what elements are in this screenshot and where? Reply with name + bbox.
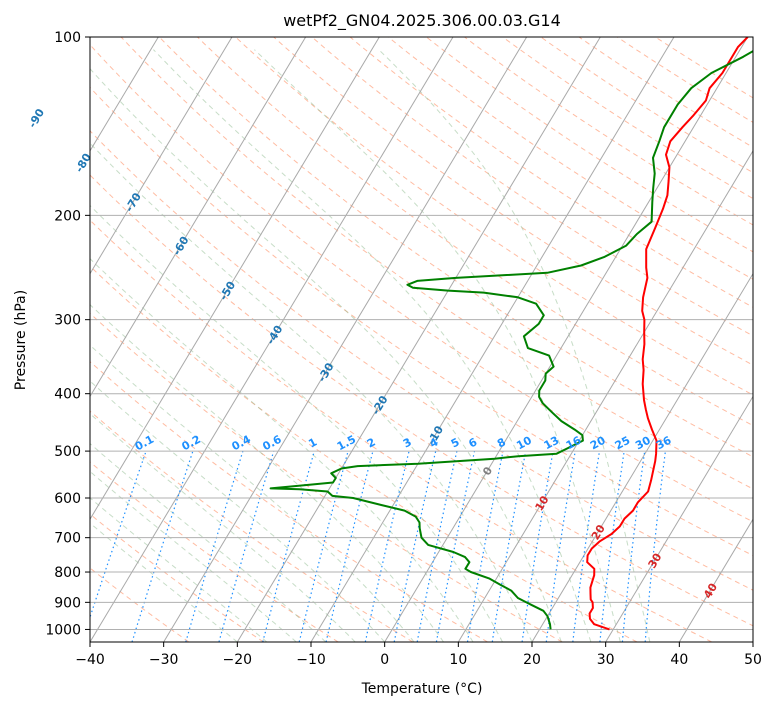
- moist-adiabat: [90, 497, 268, 642]
- mixing-ratio-line: [545, 451, 576, 642]
- plot-frame: [89, 36, 754, 643]
- y-tick-label: 400: [54, 387, 81, 403]
- mixing-ratio-line: [572, 451, 601, 642]
- mixing-ratio-line: [435, 450, 476, 642]
- x-tick-label: 40: [670, 652, 688, 668]
- mixing-ratio-line: [218, 450, 275, 642]
- mixing-ratio-label: 13: [542, 434, 562, 453]
- mixing-ratio-line: [131, 450, 194, 642]
- mixing-ratio-line: [521, 450, 554, 642]
- x-tick-label: −40: [75, 652, 105, 668]
- x-tick-label: 0: [380, 652, 389, 668]
- moist-adiabat: [90, 413, 356, 642]
- isotherm-line: [457, 149, 753, 642]
- chart-title: wetPf2_GN04.2025.306.00.03.G14: [283, 11, 561, 31]
- dry-adiabat: [90, 44, 753, 523]
- y-tick-label: 900: [54, 595, 81, 611]
- mixing-ratio-label: 30: [633, 434, 653, 453]
- moist-adiabat: [90, 68, 562, 642]
- mixing-ratio-line: [599, 451, 625, 642]
- mixing-ratio-line: [621, 451, 646, 642]
- dry-adiabat: [90, 312, 563, 642]
- x-tick-label: −30: [149, 652, 179, 668]
- mixing-ratio-label: 20: [588, 434, 608, 453]
- moist-adiabat: [90, 304, 444, 642]
- dry-adiabat: [90, 86, 753, 557]
- mixing-ratio-label: 36: [654, 433, 674, 452]
- moist-adiabat: [90, 380, 386, 642]
- isotherm-line: [90, 37, 159, 152]
- y-tick-label: 100: [54, 30, 81, 46]
- x-tick-label: −10: [296, 652, 326, 668]
- dry-adiabat: [387, 37, 753, 280]
- y-tick-label: 1000: [45, 622, 81, 638]
- dry-adiabat: [540, 37, 753, 174]
- x-tick-label: 20: [523, 652, 541, 668]
- dry-adiabat: [235, 37, 753, 396]
- background-lines: [90, 37, 753, 642]
- mixing-ratio-line: [416, 450, 458, 642]
- mixing-ratio-line: [644, 451, 666, 642]
- y-tick-label: 500: [54, 444, 81, 460]
- isotherm-line: [90, 37, 380, 521]
- moist-adiabat: [378, 49, 651, 642]
- temperature-profile: [586, 37, 749, 631]
- mixing-ratio-label: 10: [514, 434, 534, 453]
- dry-adiabat: [273, 37, 753, 366]
- dry-adiabat: [349, 37, 753, 308]
- dry-adiabat: [158, 37, 753, 458]
- isotherm-line: [605, 395, 753, 642]
- dry-adiabat: [197, 37, 753, 427]
- y-tick-label: 300: [54, 313, 81, 329]
- x-tick-label: 50: [744, 652, 762, 668]
- isotherm-line: [531, 272, 753, 642]
- dry-adiabat: [502, 37, 753, 200]
- isotherm-line: [90, 37, 233, 275]
- mixing-ratio-label: 16: [564, 433, 584, 452]
- x-tick-label: −20: [223, 652, 253, 668]
- x-tick-label: 10: [449, 652, 467, 668]
- dry-adiabat: [90, 513, 264, 642]
- moist-adiabat: [90, 522, 238, 642]
- y-tick-label: 800: [54, 565, 81, 581]
- mixing-ratio-line: [491, 450, 527, 642]
- x-axis-title: Temperature (°C): [361, 681, 483, 697]
- moist-adiabat: [90, 204, 503, 642]
- y-tick-label: 700: [54, 531, 81, 547]
- mixing-ratio-line: [90, 450, 147, 619]
- moist-adiabat: [90, 344, 415, 642]
- x-tick-label: 30: [597, 652, 615, 668]
- y-tick-label: 200: [54, 208, 81, 224]
- isotherm-line: [163, 37, 528, 642]
- mixing-ratio-label: 25: [613, 434, 633, 453]
- isotherm-line: [678, 518, 753, 642]
- dry-adiabat: [426, 37, 753, 253]
- isotherm-line: [310, 37, 675, 642]
- y-tick-label: 600: [54, 491, 81, 507]
- dry-adiabat: [90, 130, 753, 591]
- dry-adiabat: [90, 174, 753, 627]
- data-series: [269, 37, 753, 631]
- mixing-ratio-line: [466, 450, 504, 642]
- y-axis-title: Pressure (hPa): [13, 290, 29, 390]
- moist-adiabat: [90, 257, 474, 642]
- moist-adiabat: [90, 142, 533, 642]
- isotherm-line: [236, 37, 601, 642]
- isotherm-line: [384, 37, 749, 642]
- dewpoint-profile: [269, 49, 753, 630]
- moist-adiabat: [90, 470, 297, 642]
- mixing-ratio-line: [185, 450, 244, 642]
- moist-adiabat: [153, 49, 592, 642]
- isotherm-line: [90, 37, 454, 642]
- isotherm-line: [90, 37, 307, 398]
